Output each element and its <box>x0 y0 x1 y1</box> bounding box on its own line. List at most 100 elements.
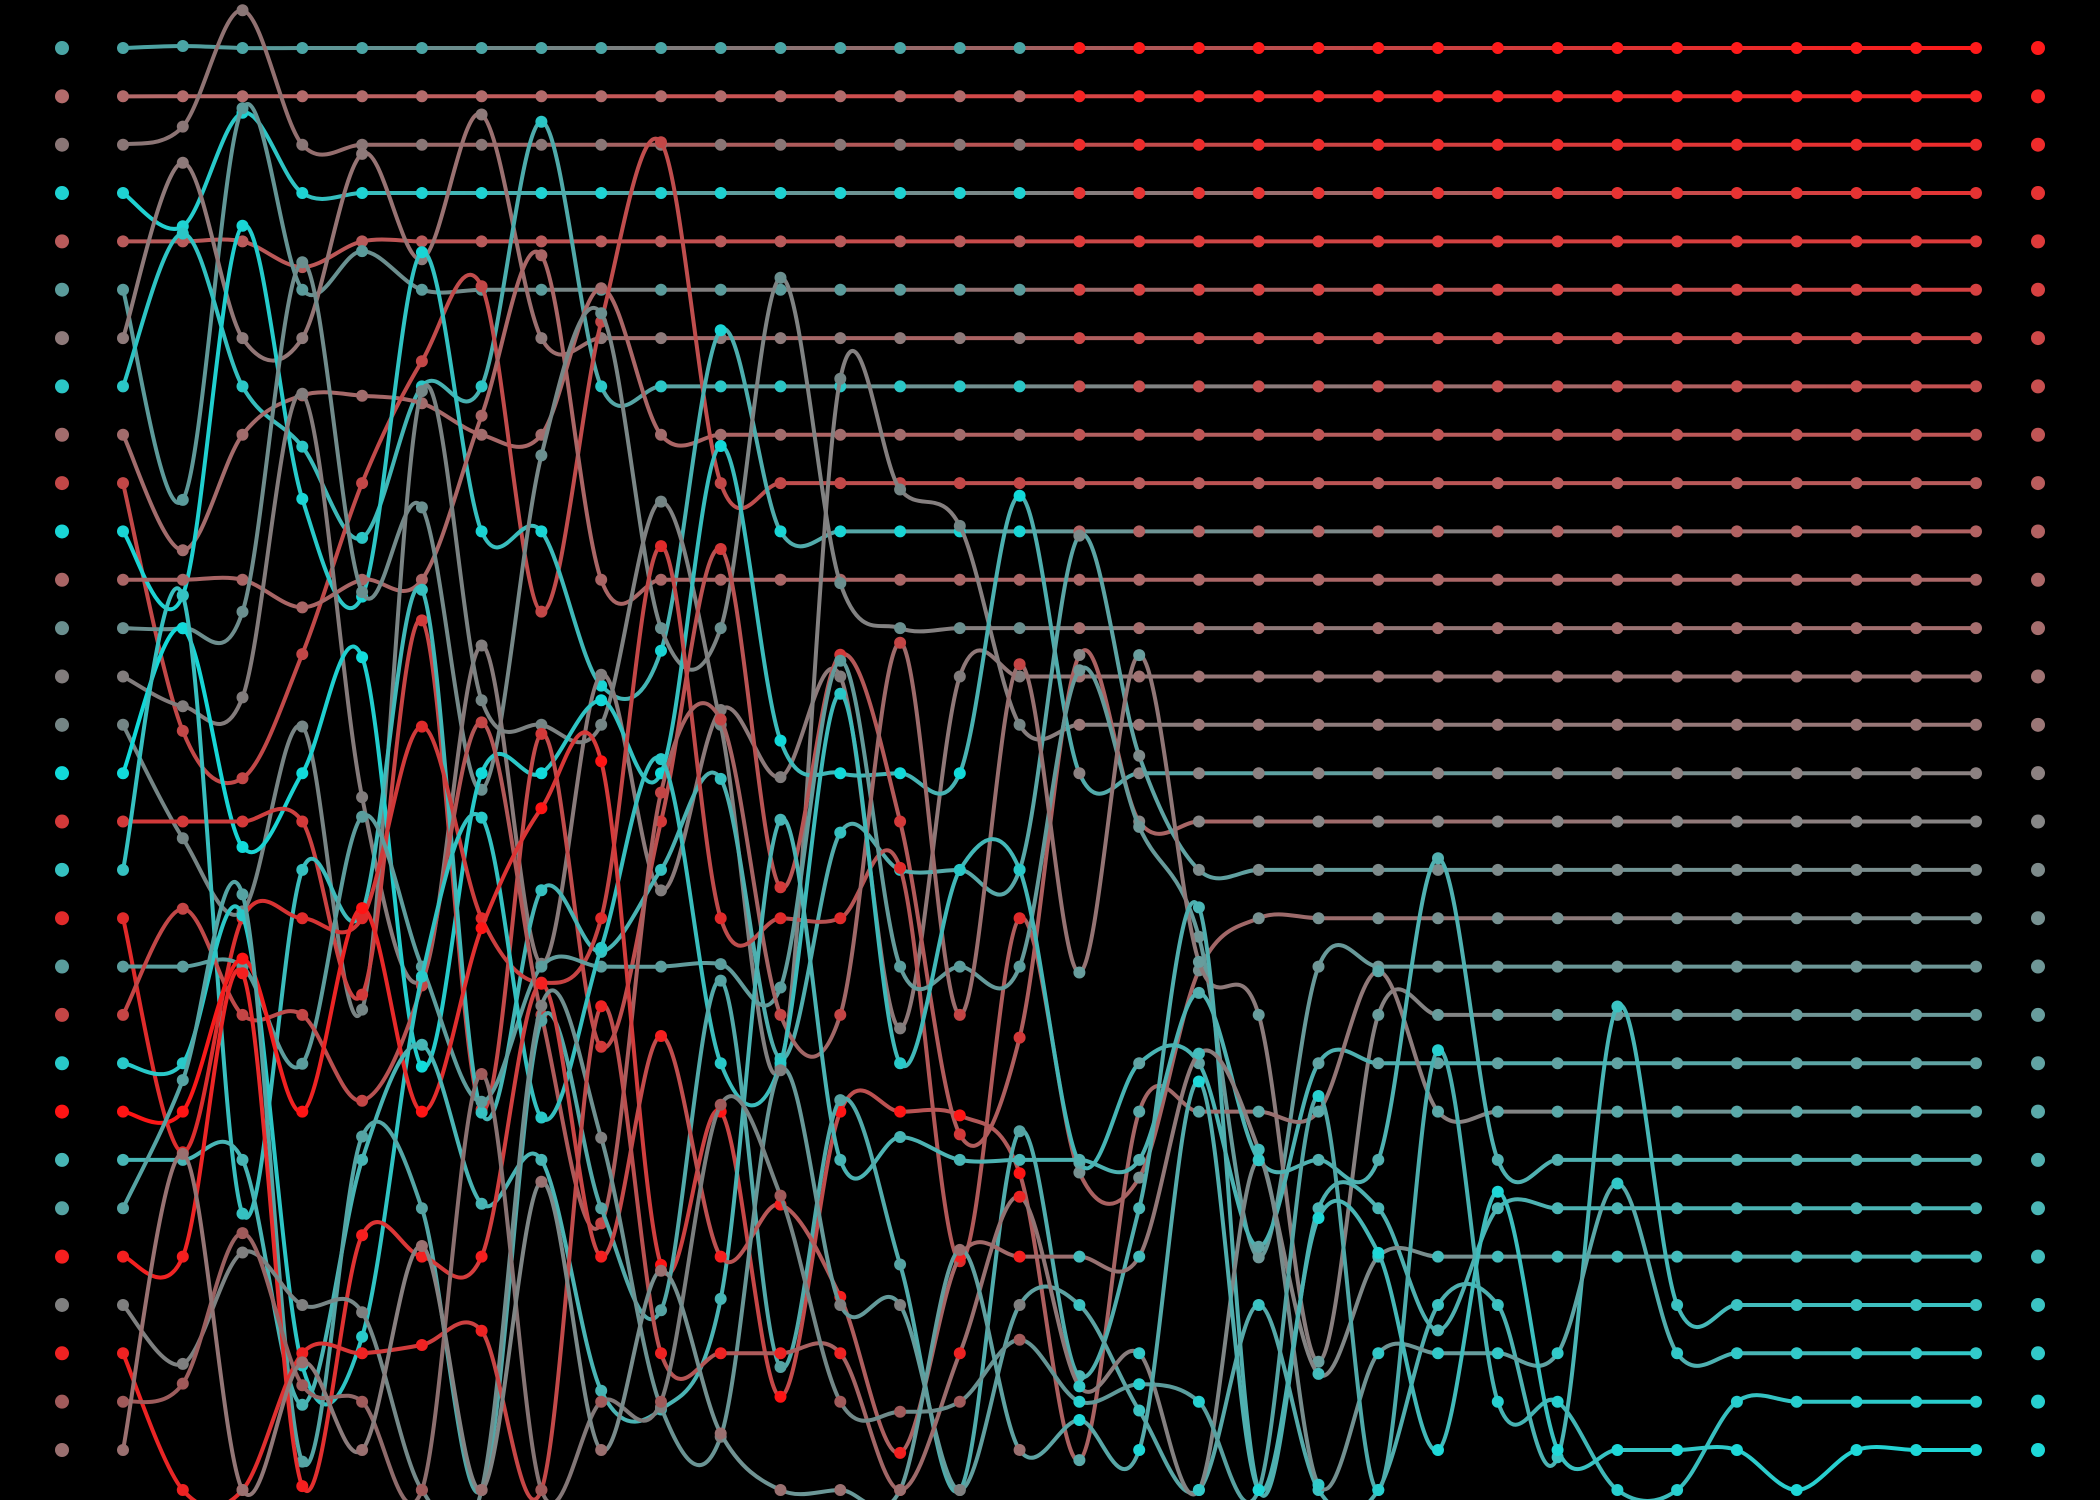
line-node <box>894 332 907 345</box>
line-node <box>1671 1250 1684 1263</box>
line-node <box>117 283 129 296</box>
line-node <box>1252 573 1265 586</box>
line-node <box>834 687 847 700</box>
line-node <box>1790 1008 1803 1021</box>
line-node <box>1491 767 1504 780</box>
line-node <box>714 42 727 54</box>
line-node <box>894 1446 907 1459</box>
line-node <box>774 573 787 586</box>
line-node <box>1252 1105 1265 1118</box>
line-node <box>1312 767 1325 780</box>
line-node <box>1013 718 1026 731</box>
line-node <box>1671 960 1684 973</box>
line-row-1 <box>55 40 2045 55</box>
line-node <box>475 1250 488 1263</box>
line-node <box>595 1384 608 1397</box>
line-node <box>475 639 488 652</box>
right-marker-dot <box>2031 1346 2045 1361</box>
wave-line <box>122 967 1976 1493</box>
line-node <box>595 307 608 320</box>
line-node <box>714 543 727 555</box>
line-node <box>1970 863 1982 876</box>
line-node <box>1850 1105 1863 1118</box>
line-node <box>953 1153 966 1166</box>
line-node <box>1312 1355 1325 1368</box>
line-node <box>1551 1057 1564 1070</box>
line-node <box>1312 1212 1325 1224</box>
line-node <box>1312 235 1325 248</box>
line-node <box>296 256 309 269</box>
line-node <box>1790 138 1803 151</box>
left-marker-dot <box>55 186 69 201</box>
line-node <box>415 355 428 368</box>
line-node <box>535 138 548 151</box>
line-node <box>176 40 189 52</box>
line-node <box>1611 1484 1624 1496</box>
line-node <box>1192 1075 1205 1088</box>
line-node <box>894 815 907 828</box>
line-node <box>1910 960 1923 973</box>
wave-line <box>122 237 1976 270</box>
line-node <box>1312 428 1325 441</box>
line-node <box>1073 573 1086 586</box>
line-node <box>1910 912 1923 925</box>
line-node <box>1850 332 1863 345</box>
line-node <box>1432 42 1444 54</box>
line-node <box>1013 477 1026 490</box>
line-node <box>475 1324 488 1337</box>
line-node <box>236 428 249 441</box>
left-marker-dot <box>55 766 69 781</box>
line-node <box>475 767 488 780</box>
line-node <box>595 755 608 768</box>
line-node <box>714 1427 727 1440</box>
line-node <box>1850 960 1863 973</box>
line-node <box>1910 815 1923 828</box>
line-node <box>1491 138 1504 151</box>
line-node <box>1133 718 1146 731</box>
line-node <box>1073 1414 1086 1426</box>
line-node <box>1730 573 1743 586</box>
line-node <box>1910 42 1923 54</box>
line-node <box>655 1395 667 1408</box>
line-node <box>1192 235 1205 248</box>
line-node <box>953 332 966 345</box>
right-marker-dot <box>2031 1056 2045 1071</box>
line-node <box>953 622 966 635</box>
line-node <box>1432 1105 1444 1118</box>
line-row-8 <box>55 115 2045 544</box>
line-node <box>894 525 907 538</box>
line-node <box>595 1131 608 1144</box>
line-node <box>1013 187 1026 199</box>
line-node <box>1013 1153 1026 1166</box>
line-node <box>176 1074 189 1087</box>
line-node <box>1192 332 1205 345</box>
line-node <box>655 540 667 553</box>
line-node <box>894 1258 907 1271</box>
line-node <box>1611 622 1624 635</box>
line-node <box>415 720 428 733</box>
line-node <box>1970 187 1982 199</box>
line-node <box>1730 912 1743 925</box>
wave-line <box>121 119 1976 541</box>
line-node <box>1850 235 1863 248</box>
line-node <box>655 786 667 799</box>
line-node <box>1970 1008 1982 1021</box>
line-node <box>236 772 249 785</box>
wave-line <box>121 532 1977 1220</box>
line-node <box>655 495 667 508</box>
line-node <box>1073 649 1086 661</box>
line-node <box>1790 42 1803 54</box>
line-node <box>1970 138 1982 151</box>
line-node <box>595 235 608 248</box>
line-node <box>1790 622 1803 635</box>
line-node <box>1013 283 1026 296</box>
line-node <box>595 573 608 586</box>
line-node <box>176 832 189 845</box>
line-node <box>1491 1202 1504 1215</box>
line-node <box>1970 42 1982 54</box>
line-node <box>535 977 548 990</box>
line-node <box>415 235 428 248</box>
line-node <box>1432 1347 1444 1360</box>
line-node <box>894 622 907 635</box>
line-node <box>1432 863 1444 876</box>
